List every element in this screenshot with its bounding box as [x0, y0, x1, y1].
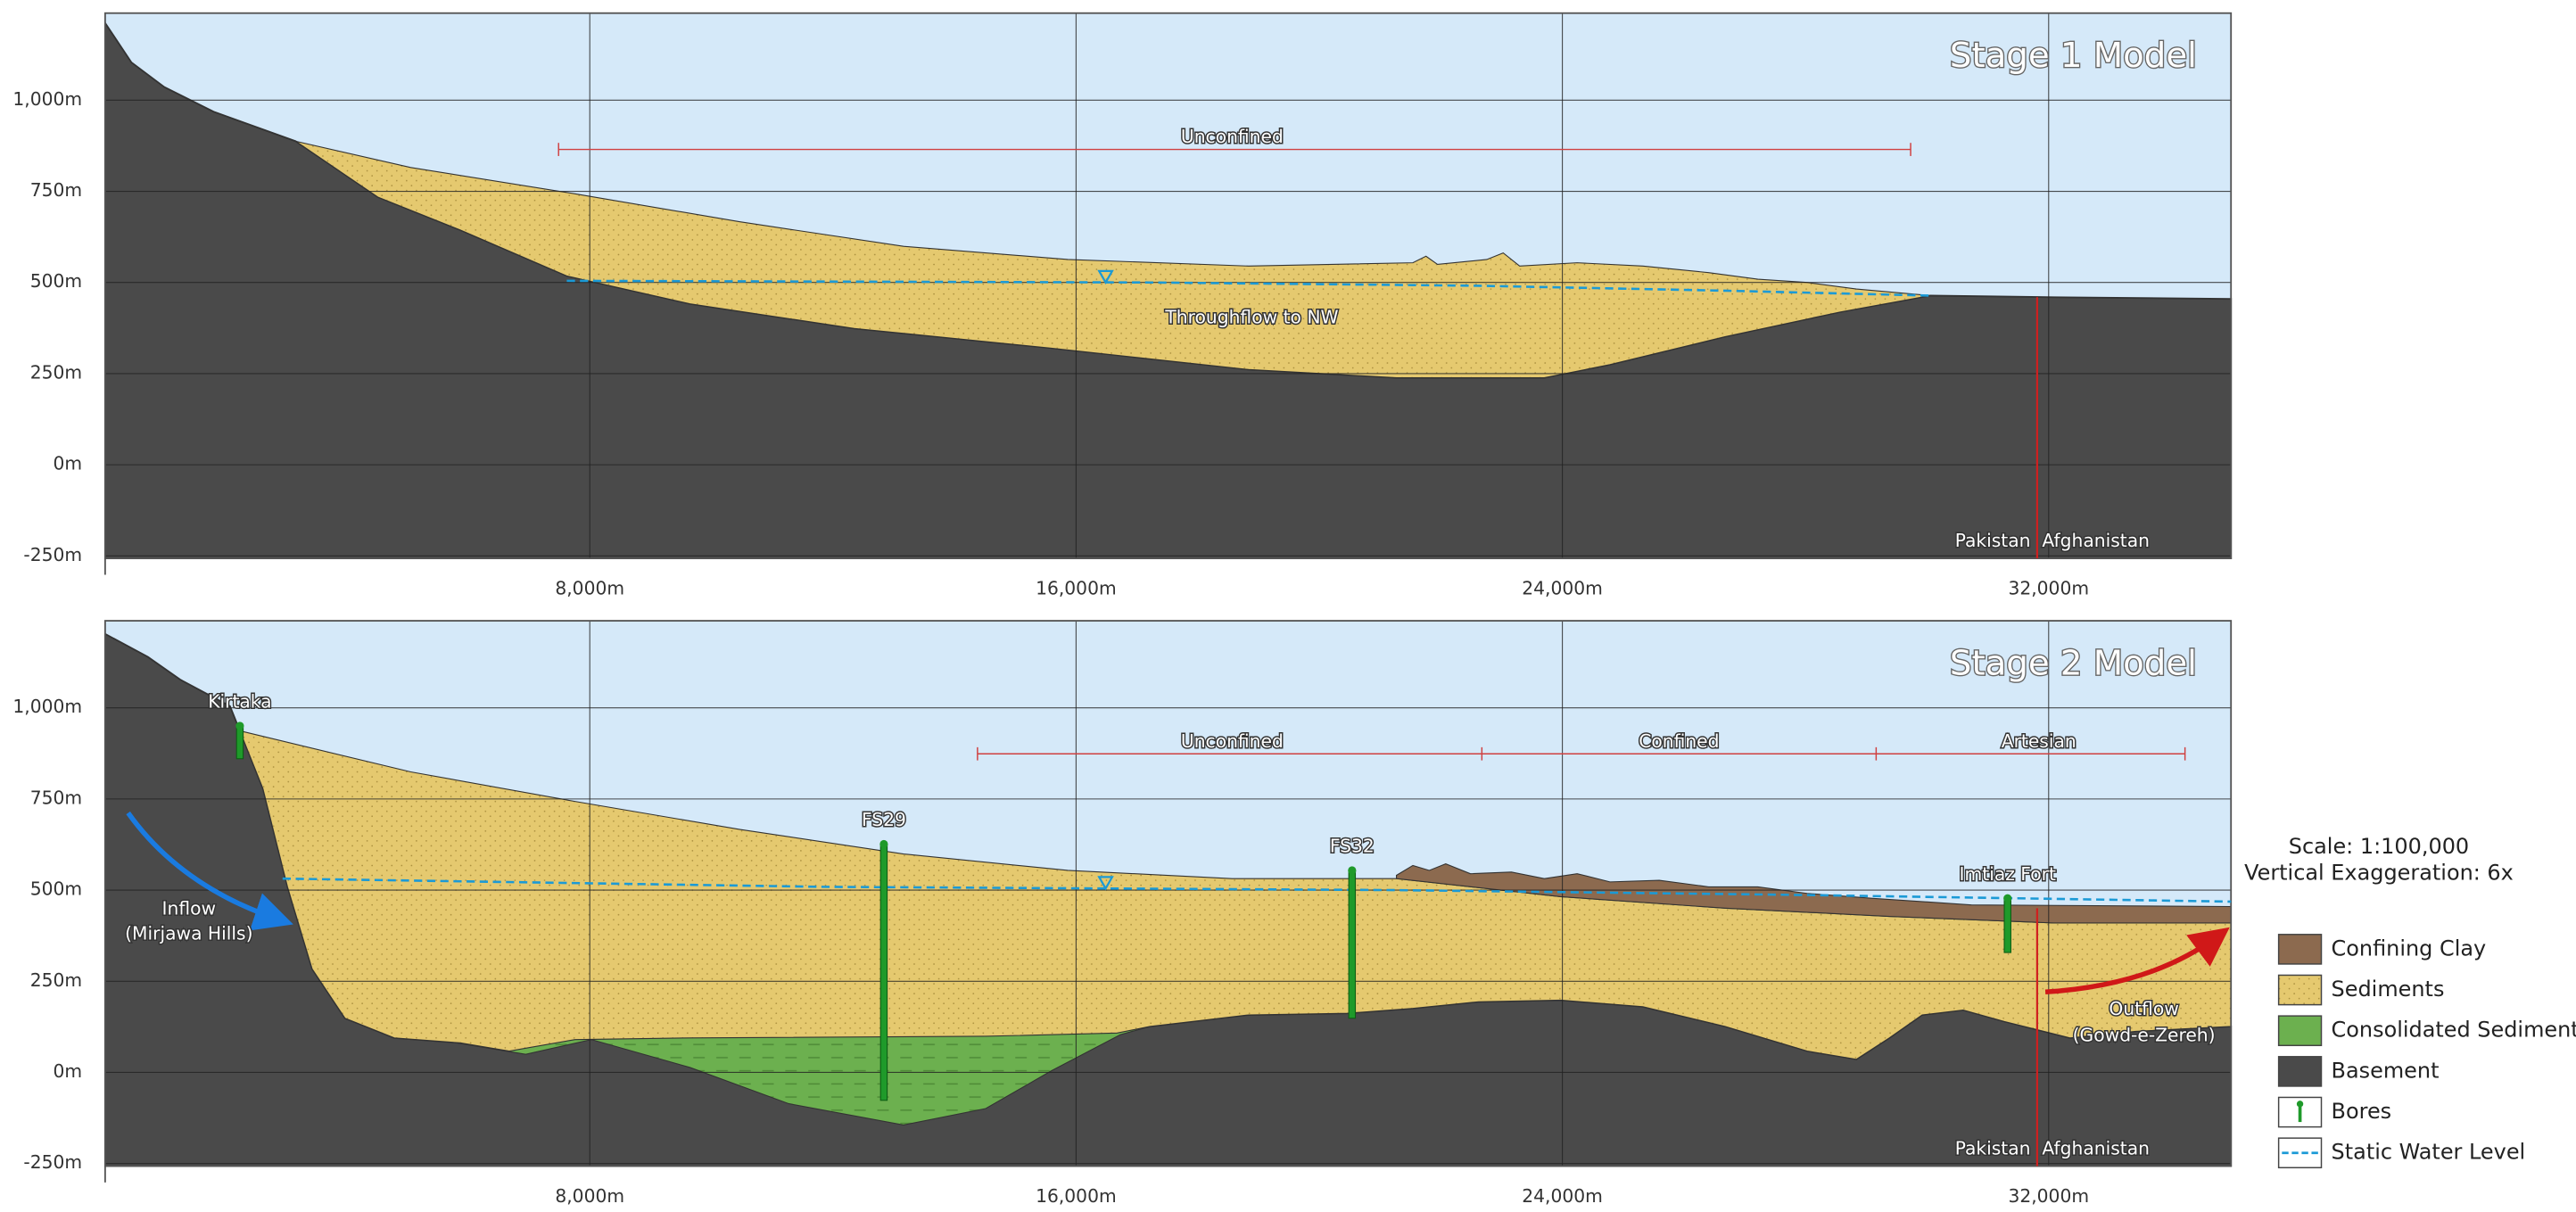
bore	[2003, 897, 2011, 953]
confining-clay	[1396, 863, 2232, 924]
bore-head	[879, 839, 888, 849]
water-symbol	[1097, 876, 1114, 891]
outflow-label: Outflow	[2109, 998, 2178, 1019]
legend-label: Confining Clay	[2332, 936, 2487, 961]
zone-label: Unconfined	[1181, 730, 1284, 752]
y-label: 1,000m	[12, 696, 82, 717]
bore	[235, 725, 244, 760]
legend-label: Sediments	[2332, 977, 2445, 1002]
x-label: 32,000m	[2008, 1185, 2089, 1207]
panel-title: Stage 1 Model	[1950, 36, 2197, 76]
legend-label: Basement	[2332, 1058, 2440, 1083]
frame	[103, 620, 2233, 1167]
bore-head	[235, 721, 244, 730]
x-label: 16,000m	[1036, 1185, 1117, 1207]
legend-label: Consolidated Sediments	[2332, 1018, 2576, 1043]
x-label: 16,000m	[1036, 578, 1117, 599]
flow-label: Throughflow to NW	[1164, 307, 1338, 328]
y-label: 0m	[53, 453, 82, 474]
inflow-arrow	[126, 811, 293, 931]
y-label: 250m	[30, 969, 82, 991]
border-label: Afghanistan	[2042, 530, 2150, 551]
sediments	[238, 730, 2232, 1060]
legend-swatch	[2277, 1056, 2323, 1087]
bore-label: FS32	[1330, 836, 1375, 857]
bore	[879, 843, 888, 1101]
bore-head	[1348, 866, 1357, 875]
bore-label: FS29	[862, 809, 906, 830]
exaggeration: Vertical Exaggeration: 6x	[2244, 861, 2514, 886]
panel-title: Stage 2 Model	[1950, 643, 2197, 683]
zone-label: Artesian	[2002, 730, 2076, 752]
legend-swatch	[2277, 934, 2323, 965]
inflow-label: Inflow	[162, 898, 217, 919]
border-label: Afghanistan	[2042, 1138, 2150, 1159]
inflow-label: (Mirjawa Hills)	[125, 922, 252, 944]
legend-bore-head	[2296, 1101, 2304, 1108]
legend-label: Static Water Level	[2332, 1140, 2526, 1165]
y-label: -250m	[23, 544, 82, 565]
y-label: 500m	[30, 878, 82, 900]
bore	[1348, 870, 1357, 1019]
zone-label: Confined	[1639, 730, 1719, 752]
scale: Scale: 1:100,000	[2289, 834, 2469, 859]
sediments	[295, 140, 1931, 379]
y-label: 500m	[30, 270, 82, 292]
legend-label: Bores	[2332, 1099, 2392, 1124]
zone-label: Unconfined	[1181, 126, 1284, 147]
bore-head	[2003, 894, 2012, 903]
water-level	[566, 279, 1931, 297]
consolidated-sediments	[446, 1026, 1151, 1125]
y-label: 1,000m	[12, 88, 82, 110]
layers: 1,000m 750m 500m 250m 0m -250m 8,000m 16,000m 24…	[11, 12, 2576, 1208]
border-label: Pakistan	[1955, 530, 2031, 551]
bore-label: Kirtaka	[208, 691, 271, 713]
x-label: 24,000m	[1522, 1185, 1603, 1207]
y-label: 750m	[30, 179, 82, 201]
y-label: 250m	[30, 361, 82, 383]
legend-swatch	[2277, 974, 2323, 1006]
water-symbol	[1097, 269, 1114, 284]
frame	[103, 12, 2233, 560]
outflow-arrow	[2044, 927, 2230, 995]
water-level	[282, 877, 2232, 903]
x-label: 24,000m	[1522, 578, 1603, 599]
x-label: 32,000m	[2008, 578, 2089, 599]
border-label: Pakistan	[1955, 1138, 2031, 1159]
legend-swatch	[2277, 1015, 2323, 1047]
y-label: 0m	[53, 1060, 82, 1082]
y-label: 750m	[30, 787, 82, 808]
outflow-label: (Gowd-e-Zereh)	[2073, 1024, 2216, 1045]
y-label: -250m	[23, 1151, 82, 1173]
x-label: 8,000m	[555, 578, 624, 599]
bore-label: Imtiaz Fort	[1960, 863, 2056, 885]
x-label: 8,000m	[555, 1185, 624, 1207]
